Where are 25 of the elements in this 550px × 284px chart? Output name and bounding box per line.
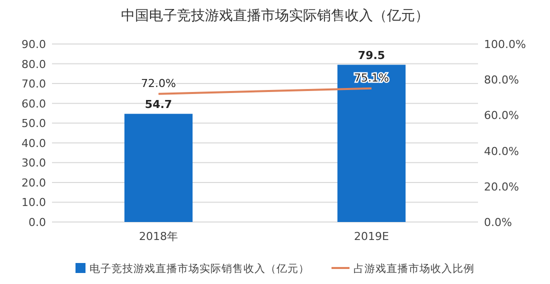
data-label: 72.0% bbox=[141, 76, 176, 90]
legend-label: 电子竞技游戏直播市场实际销售收入（亿元） bbox=[90, 262, 310, 275]
chart-title: 中国电子竞技游戏直播市场实际销售收入（亿元） bbox=[121, 8, 429, 24]
y2-tick-label: 40.0% bbox=[484, 144, 519, 158]
y-tick-label: 30.0 bbox=[22, 156, 46, 170]
y-tick-label: 70.0 bbox=[22, 78, 46, 91]
y2-tick-label: 100.0% bbox=[484, 38, 526, 51]
y-tick-label: 20.0 bbox=[22, 176, 46, 190]
data-label: 54.7 bbox=[144, 98, 172, 111]
y-tick-label: 90.0 bbox=[22, 38, 46, 51]
y2-tick-label: 0.0% bbox=[484, 216, 512, 229]
x-tick-label: 2018年 bbox=[139, 230, 178, 243]
y-tick-label: 10.0 bbox=[22, 196, 46, 210]
data-label: 79.5 bbox=[358, 48, 386, 62]
y2-tick-label: 80.0% bbox=[484, 74, 519, 87]
y-tick-label: 60.0 bbox=[22, 97, 46, 110]
data-label: 75.1% bbox=[354, 71, 389, 84]
y-tick-label: 40.0 bbox=[22, 136, 46, 150]
y2-tick-label: 20.0% bbox=[484, 180, 519, 194]
y-tick-label: 80.0 bbox=[22, 58, 46, 71]
x-tick-label: 2019E bbox=[354, 230, 390, 243]
y-tick-label: 50.0 bbox=[22, 117, 46, 130]
y-tick-label: 0.0 bbox=[28, 216, 46, 229]
y2-tick-label: 60.0% bbox=[484, 109, 519, 122]
legend-label: 占游戏直播市场收入比例 bbox=[354, 262, 474, 275]
